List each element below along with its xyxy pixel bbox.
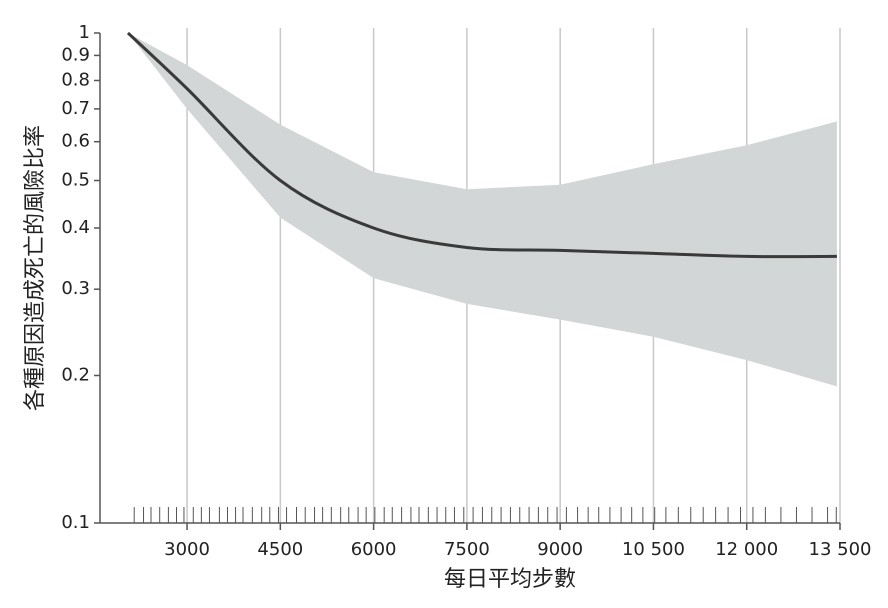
y-tick-label: 0.9 <box>61 44 90 65</box>
y-tick-label: 0.1 <box>61 512 90 533</box>
y-tick-label: 0.6 <box>61 131 90 152</box>
y-axis-label: 各種原因造成死亡的風險比率 <box>23 125 48 411</box>
x-tick-label: 4500 <box>257 539 303 560</box>
x-tick-label: 7500 <box>444 539 490 560</box>
y-tick-label: 0.8 <box>61 69 90 90</box>
x-tick-label: 3000 <box>164 539 210 560</box>
x-tick-label: 10 500 <box>622 539 685 560</box>
x-tick-label: 9000 <box>537 539 583 560</box>
y-tick-label: 0.7 <box>61 98 90 119</box>
x-tick-label: 6000 <box>351 539 397 560</box>
confidence-band <box>127 33 837 387</box>
x-tick-label: 12 000 <box>715 539 778 560</box>
y-tick-label: 0.3 <box>61 278 90 299</box>
y-tick-label: 0.5 <box>61 170 90 191</box>
y-tick-label: 1 <box>79 22 90 43</box>
x-tick-label: 13 500 <box>809 539 872 560</box>
x-axis-label: 每日平均步數 <box>444 567 576 592</box>
line <box>126 31 837 259</box>
y-tick-label: 0.4 <box>61 217 90 238</box>
y-tick-label: 0.2 <box>61 364 90 385</box>
